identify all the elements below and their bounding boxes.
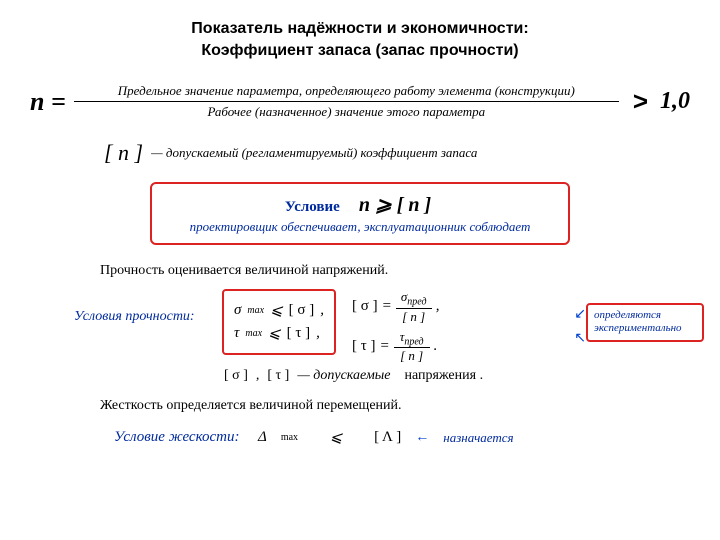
strength-eval-text: Прочность оценивается величиной напряжен…: [100, 263, 696, 279]
arrow-icon: ↙: [574, 305, 586, 322]
condition-line1: Условие n ⩾ [ n ]: [170, 192, 550, 217]
strength-red-box: σmax ⩽ [ σ ] , τmax ⩽ [ τ ] ,: [222, 289, 336, 355]
allowed-stresses-row: [ σ ] , [ τ ] — допускаемые напряжения .: [224, 368, 696, 384]
strength-conditions-label: Условия прочности:: [74, 289, 212, 325]
allowable-n-row: [ n ] — допускаемый (регламентируемый) к…: [104, 140, 696, 166]
strength-conditions: Условия прочности: σmax ⩽ [ σ ] , τmax ⩽…: [74, 289, 696, 364]
sigma-fraction: σпред [ n ]: [396, 289, 432, 325]
allowed-label: — допускаемые: [297, 368, 390, 384]
arrow-icon: ↖: [574, 329, 586, 346]
allowable-text: — допускаемый (регламентируемый) коэффиц…: [151, 145, 477, 161]
greater-than: >: [627, 86, 648, 117]
stiffness-condition: Условие жескости: Δmax ⩽ [ Λ ] ← назнача…: [114, 428, 696, 447]
stress-word: напряжения .: [404, 368, 483, 384]
tau-definition: [ τ ] = τпред [ n ] .: [352, 329, 439, 365]
denominator: Рабочее (назначенное) значение этого пар…: [203, 102, 489, 122]
condition-line2: проектировщик обеспечивает, эксплуатацио…: [170, 219, 550, 235]
numerator: Предельное значение параметра, определяю…: [114, 81, 579, 101]
sigma-definition: [ σ ] = σпред [ n ] ,: [352, 289, 439, 325]
definition-column: [ σ ] = σпред [ n ] , [ τ ] = τпред [ n …: [352, 289, 439, 364]
main-equation: n = Предельное значение параметра, опред…: [30, 81, 690, 122]
main-fraction: Предельное значение параметра, определяю…: [74, 81, 619, 122]
condition-math: n ⩾ [ n ]: [355, 194, 435, 216]
bracket-n: [ n ]: [104, 140, 143, 166]
condition-box: Условие n ⩾ [ n ] проектировщик обеспечи…: [150, 182, 570, 245]
tau-condition: τmax ⩽ [ τ ] ,: [234, 324, 324, 343]
sigma-condition: σmax ⩽ [ σ ] ,: [234, 301, 324, 320]
n-equals: n =: [30, 87, 66, 117]
tau-fraction: τпред [ n ]: [394, 329, 430, 365]
value-one: 1,0: [656, 88, 690, 115]
title-line2: Коэффициент запаса (запас прочности): [24, 40, 696, 62]
stiffness-label: Условие жескости:: [114, 429, 244, 446]
assigned-label: назначается: [443, 430, 513, 446]
determined-experimentally-box: определяются экспериментально: [586, 303, 704, 341]
arrow-icon: ←: [415, 430, 429, 446]
title-block: Показатель надёжности и экономичности: К…: [24, 18, 696, 61]
stiffness-eval-text: Жесткость определяется величиной перемещ…: [100, 398, 696, 414]
title-line1: Показатель надёжности и экономичности:: [24, 18, 696, 40]
condition-label: Условие: [285, 199, 340, 215]
